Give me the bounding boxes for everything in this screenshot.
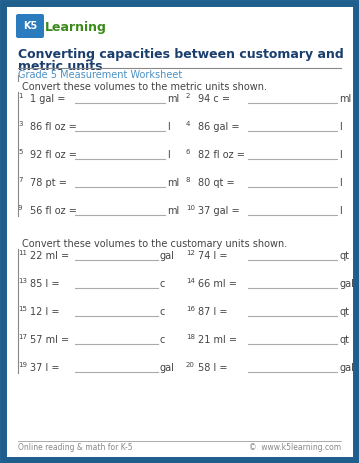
- Text: 20: 20: [186, 362, 195, 368]
- Text: Learning: Learning: [45, 21, 107, 34]
- Text: ml: ml: [167, 178, 179, 188]
- Text: l: l: [339, 206, 342, 216]
- Text: l: l: [339, 150, 342, 160]
- Text: 56 fl oz =: 56 fl oz =: [30, 206, 77, 216]
- Text: 17: 17: [18, 334, 27, 340]
- Text: qt: qt: [339, 335, 349, 345]
- Text: c: c: [160, 279, 165, 289]
- Text: metric units: metric units: [18, 60, 103, 73]
- Text: Online reading & math for K-5: Online reading & math for K-5: [18, 443, 132, 452]
- Text: c: c: [160, 335, 165, 345]
- Text: 80 qt =: 80 qt =: [198, 178, 235, 188]
- Text: qt: qt: [339, 251, 349, 261]
- Text: 58 l =: 58 l =: [198, 363, 228, 373]
- Text: c: c: [160, 307, 165, 317]
- Text: ©  www.k5learning.com: © www.k5learning.com: [249, 443, 341, 452]
- Text: 92 fl oz =: 92 fl oz =: [30, 150, 77, 160]
- Text: 14: 14: [186, 278, 195, 284]
- Text: 7: 7: [18, 177, 23, 183]
- Text: 2: 2: [186, 93, 190, 99]
- Text: 5: 5: [18, 149, 22, 155]
- Text: 78 pt =: 78 pt =: [30, 178, 67, 188]
- Text: 66 ml =: 66 ml =: [198, 279, 237, 289]
- Text: l: l: [339, 178, 342, 188]
- Text: 13: 13: [18, 278, 27, 284]
- Text: l: l: [339, 122, 342, 132]
- Text: Convert these volumes to the metric units shown.: Convert these volumes to the metric unit…: [22, 82, 267, 92]
- Text: 1 gal =: 1 gal =: [30, 94, 65, 104]
- Text: 1: 1: [18, 93, 23, 99]
- Text: l: l: [167, 150, 170, 160]
- Text: 8: 8: [186, 177, 191, 183]
- Text: 10: 10: [186, 205, 195, 211]
- Text: gal: gal: [160, 251, 175, 261]
- Text: qt: qt: [339, 307, 349, 317]
- Text: ml: ml: [167, 94, 179, 104]
- Text: K5: K5: [23, 21, 37, 31]
- Text: Convert these volumes to the customary units shown.: Convert these volumes to the customary u…: [22, 239, 287, 249]
- Text: gal: gal: [160, 363, 175, 373]
- Text: 12 l =: 12 l =: [30, 307, 60, 317]
- Text: 37 gal =: 37 gal =: [198, 206, 239, 216]
- Text: 6: 6: [186, 149, 191, 155]
- Text: 37 l =: 37 l =: [30, 363, 60, 373]
- Text: 57 ml =: 57 ml =: [30, 335, 69, 345]
- Text: 86 gal =: 86 gal =: [198, 122, 239, 132]
- Text: Converting capacities between customary and: Converting capacities between customary …: [18, 48, 344, 61]
- Text: 21 ml =: 21 ml =: [198, 335, 237, 345]
- Text: gal: gal: [339, 279, 354, 289]
- Text: 3: 3: [18, 121, 23, 127]
- Text: 4: 4: [186, 121, 190, 127]
- Text: ml: ml: [339, 94, 351, 104]
- Text: l: l: [167, 122, 170, 132]
- Text: 18: 18: [186, 334, 195, 340]
- FancyBboxPatch shape: [16, 14, 44, 38]
- Text: gal: gal: [339, 363, 354, 373]
- Text: 11: 11: [18, 250, 27, 256]
- Text: 87 l =: 87 l =: [198, 307, 228, 317]
- Text: 19: 19: [18, 362, 27, 368]
- Text: ml: ml: [167, 206, 179, 216]
- Text: 86 fl oz =: 86 fl oz =: [30, 122, 77, 132]
- Text: 22 ml =: 22 ml =: [30, 251, 69, 261]
- Text: 74 l =: 74 l =: [198, 251, 228, 261]
- Text: 82 fl oz =: 82 fl oz =: [198, 150, 245, 160]
- Text: 16: 16: [186, 306, 195, 312]
- Text: Grade 5 Measurement Worksheet: Grade 5 Measurement Worksheet: [18, 70, 182, 80]
- Text: 94 c =: 94 c =: [198, 94, 230, 104]
- FancyBboxPatch shape: [3, 3, 356, 460]
- Text: 15: 15: [18, 306, 27, 312]
- Text: 85 l =: 85 l =: [30, 279, 60, 289]
- Text: 12: 12: [186, 250, 195, 256]
- Text: 9: 9: [18, 205, 23, 211]
